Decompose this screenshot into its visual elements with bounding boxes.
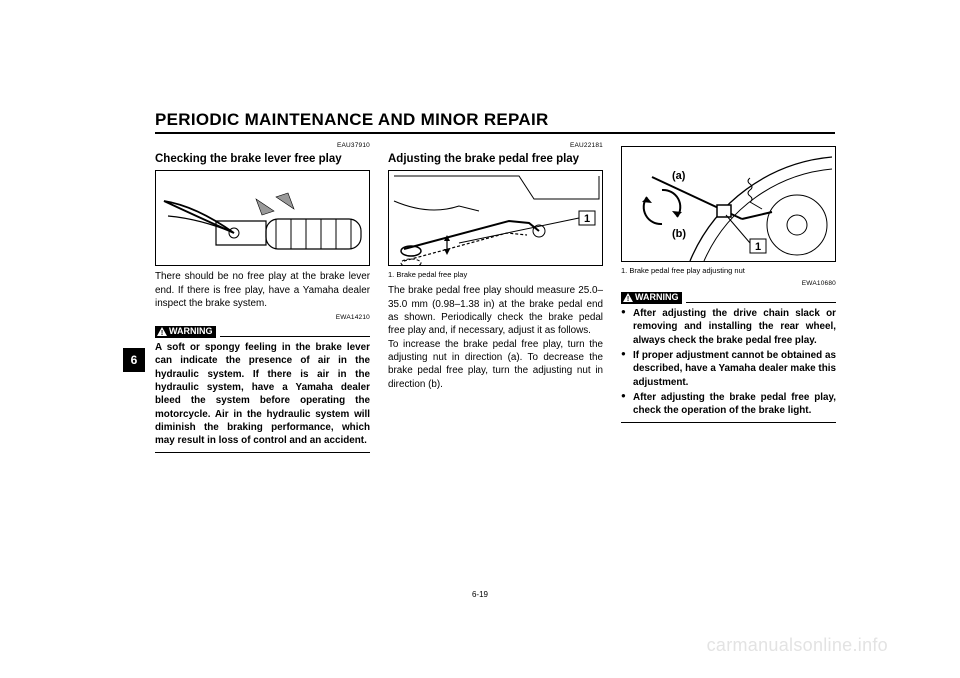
warning-bullets: After adjusting the drive chain slack or… [621,307,836,418]
warning-heading: ! WARNING [155,326,370,338]
warning-badge: ! WARNING [155,326,216,338]
page-number: 6-19 [0,590,960,599]
doc-id: EAU22181 [388,142,603,151]
brake-pedal-figure: 1 [388,170,603,266]
doc-id: EWA14210 [155,314,370,323]
brake-lever-figure [155,170,370,266]
column-2: EAU22181 Adjusting the brake pedal free … [388,142,603,459]
svg-text:(b): (b) [672,228,686,240]
warning-heading: ! WARNING [621,292,836,304]
section-title: Checking the brake lever free play [155,152,370,166]
warning-label: WARNING [635,293,679,303]
svg-text:!: ! [161,330,163,336]
svg-text:1: 1 [584,213,590,225]
column-3: (a) (b) 1 1. Brake pedal free play adjus… [621,142,836,459]
body-text: There should be no free play at the brak… [155,270,370,310]
chapter-title: PERIODIC MAINTENANCE AND MINOR REPAIR [155,110,835,134]
bullet-item: After adjusting the brake pedal free pla… [621,391,836,418]
svg-text:1: 1 [755,241,761,253]
content-area: PERIODIC MAINTENANCE AND MINOR REPAIR EA… [155,110,835,459]
watermark: carmanualsonline.info [707,635,888,656]
warning-body: A soft or spongy feeling in the brake le… [155,341,370,448]
body-text: The brake pedal free play should measure… [388,284,603,391]
manual-page: 6 PERIODIC MAINTENANCE AND MINOR REPAIR … [0,0,960,678]
doc-id: EAU37910 [155,142,370,151]
warning-triangle-icon: ! [157,327,167,336]
bullet-item: After adjusting the drive chain slack or… [621,307,836,347]
doc-id: EWA10680 [621,280,836,289]
warning-badge: ! WARNING [621,292,682,304]
column-1: EAU37910 Checking the brake lever free p… [155,142,370,459]
bullet-item: If proper adjustment cannot be obtained … [621,349,836,389]
chapter-tab: 6 [123,348,145,372]
warning-label: WARNING [169,327,213,337]
three-columns: EAU37910 Checking the brake lever free p… [155,142,835,459]
section-divider [621,422,836,423]
warning-triangle-icon: ! [623,293,633,302]
svg-text:!: ! [627,296,629,302]
figure-caption: 1. Brake pedal free play adjusting nut [621,266,836,276]
figure-caption: 1. Brake pedal free play [388,270,603,280]
section-divider [155,452,370,453]
svg-text:(a): (a) [672,170,686,182]
adjusting-nut-figure: (a) (b) 1 [621,146,836,262]
section-title: Adjusting the brake pedal free play [388,152,603,166]
